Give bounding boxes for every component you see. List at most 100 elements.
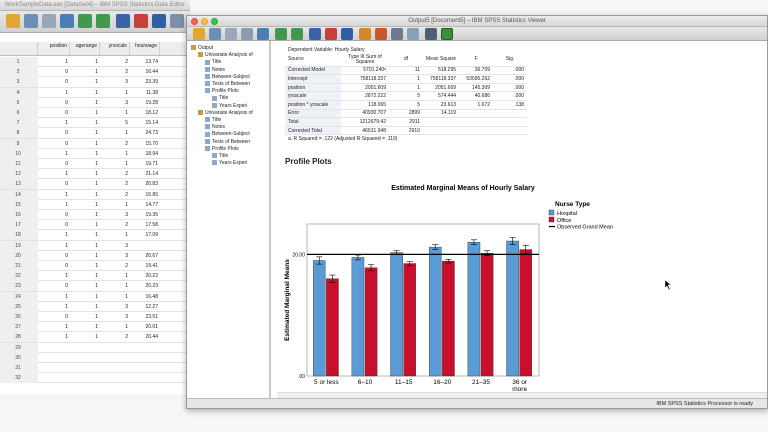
grid-cell[interactable]: 1	[125, 273, 128, 280]
outline-item[interactable]: Notes	[205, 67, 225, 73]
table-row[interactable]: 10 1 1 1 18.94	[0, 148, 190, 159]
grid-cell[interactable]: 18.12	[145, 110, 158, 116]
grid-cell[interactable]: 1	[125, 161, 128, 167]
grid-cell[interactable]: 19.71	[145, 161, 158, 167]
grid-cell[interactable]: 20.44	[145, 334, 158, 341]
grid-cell[interactable]: 15.14	[145, 120, 158, 127]
grid-cell[interactable]: 1	[95, 69, 98, 76]
grid-cell[interactable]: 23.51	[145, 314, 158, 320]
grid-cell[interactable]: 1	[65, 150, 68, 157]
outline-item[interactable]: Profile Plots	[205, 88, 239, 94]
grid-cell[interactable]: 1	[65, 303, 68, 310]
row-number[interactable]: 26	[0, 312, 38, 322]
outline-item[interactable]: Profile Plots	[205, 146, 239, 152]
grid-cell[interactable]: 13.74	[145, 59, 158, 65]
column-header[interactable]: position	[38, 42, 70, 56]
grid-cell[interactable]: 0	[65, 110, 68, 116]
grid-cell[interactable]: 1	[95, 242, 98, 249]
grid-cell[interactable]: 1	[95, 201, 98, 208]
grid-cell[interactable]: 1	[95, 324, 98, 331]
grid-cell[interactable]: 17.09	[145, 232, 158, 239]
grid-cell[interactable]: 1	[95, 120, 98, 127]
outline-item[interactable]: Notes	[205, 124, 225, 130]
expand-icon[interactable]	[391, 28, 403, 40]
grid-cell[interactable]: 1	[95, 314, 98, 320]
table-row[interactable]: 3 0 1 3 23.39	[0, 77, 190, 88]
grid-cell[interactable]: 1	[65, 334, 68, 341]
grid-cell[interactable]: 16.44	[145, 69, 158, 76]
grid-cell[interactable]: 1	[95, 79, 98, 86]
grid-cell[interactable]: 1	[65, 201, 68, 208]
row-number[interactable]: 13	[0, 179, 38, 190]
table-row[interactable]: 32	[0, 373, 190, 384]
table-row[interactable]: 21 0 1 2 19.41	[0, 261, 190, 272]
table-row[interactable]: 25 1 1 3 12.27	[0, 301, 190, 312]
grid-cell[interactable]: 2	[125, 171, 128, 178]
grid-cell[interactable]: 2	[125, 191, 128, 198]
row-number[interactable]: 11	[0, 159, 38, 169]
grid-cell[interactable]: 1	[125, 201, 128, 208]
row-number[interactable]: 31	[0, 363, 38, 373]
grid-cell[interactable]: 1	[65, 242, 68, 249]
print-icon[interactable]	[225, 28, 237, 40]
goto-data-icon[interactable]	[309, 28, 321, 40]
table-row[interactable]: 2 0 1 2 16.44	[0, 67, 190, 78]
row-number[interactable]: 2	[0, 67, 38, 78]
profile-plot-chart[interactable]: Estimated Marginal Means of Hourly Salar…	[277, 176, 677, 398]
save-icon[interactable]	[209, 28, 221, 40]
grid-cell[interactable]: 1	[95, 161, 98, 167]
grid-cell[interactable]: 1	[95, 89, 98, 96]
row-number[interactable]: 7	[0, 118, 38, 129]
grid-cell[interactable]: 1	[95, 283, 98, 290]
row-number[interactable]: 24	[0, 291, 38, 302]
grid-cell[interactable]: 3	[125, 303, 128, 310]
undo-icon[interactable]	[78, 14, 92, 28]
grid-cell[interactable]: 1	[65, 89, 68, 96]
grid-cell[interactable]: 0	[65, 140, 68, 147]
outline-item[interactable]: Output	[191, 45, 213, 51]
row-number[interactable]: 6	[0, 108, 38, 118]
promote-icon[interactable]	[359, 28, 371, 40]
grid-cell[interactable]: 1	[65, 59, 68, 65]
grid-cell[interactable]: 2	[125, 334, 128, 341]
output-content[interactable]: Dependent Variable: Hourly Salary Source T…	[277, 41, 767, 400]
grid-cell[interactable]: 1	[125, 232, 128, 239]
redo-icon[interactable]	[96, 14, 110, 28]
grid-cell[interactable]: 3	[125, 314, 128, 320]
outline-item[interactable]: Title	[205, 59, 221, 65]
goto-variable-icon[interactable]	[134, 14, 148, 28]
grid-cell[interactable]: 1	[95, 59, 98, 65]
grid-cell[interactable]: 20.83	[145, 181, 158, 188]
grid-cell[interactable]: 1	[95, 150, 98, 157]
demote-icon[interactable]	[375, 28, 387, 40]
grid-cell[interactable]: 1	[95, 181, 98, 188]
table-row[interactable]: 6 0 1 1 18.12	[0, 108, 190, 119]
goto-case-icon[interactable]	[116, 14, 130, 28]
row-number[interactable]: 15	[0, 199, 38, 210]
horizontal-scrollbar[interactable]	[277, 392, 767, 398]
minimize-window-button[interactable]	[201, 18, 208, 25]
row-number[interactable]: 8	[0, 128, 38, 139]
row-number[interactable]: 30	[0, 352, 38, 363]
dialog-recall-icon[interactable]	[60, 14, 74, 28]
grid-cell[interactable]: 0	[65, 181, 68, 188]
table-row[interactable]: 15 1 1 1 14.77	[0, 199, 190, 210]
row-number[interactable]: 1	[0, 57, 38, 67]
outline-item[interactable]: Title	[212, 153, 228, 159]
grid-cell[interactable]: 20.22	[145, 273, 158, 280]
grid-cell[interactable]: 1	[95, 212, 98, 218]
table-row[interactable]: 19 1 1 3	[0, 240, 190, 251]
grid-cell[interactable]: 3	[125, 99, 128, 106]
grid-cell[interactable]: 2	[125, 140, 128, 147]
row-number[interactable]: 3	[0, 77, 38, 88]
table-row[interactable]: 12 1 1 2 21.14	[0, 169, 190, 180]
outline-item[interactable]: Title	[205, 117, 221, 123]
row-number[interactable]: 23	[0, 281, 38, 292]
grid-cell[interactable]: 1	[125, 150, 128, 157]
grid-cell[interactable]: 0	[65, 222, 68, 229]
grid-cell[interactable]: 1	[95, 263, 98, 269]
table-row[interactable]: 8 0 1 1 24.73	[0, 128, 190, 139]
grid-cell[interactable]: 1	[95, 140, 98, 147]
grid-cell[interactable]: 1	[65, 273, 68, 280]
grid-cell[interactable]: 1	[95, 252, 98, 259]
